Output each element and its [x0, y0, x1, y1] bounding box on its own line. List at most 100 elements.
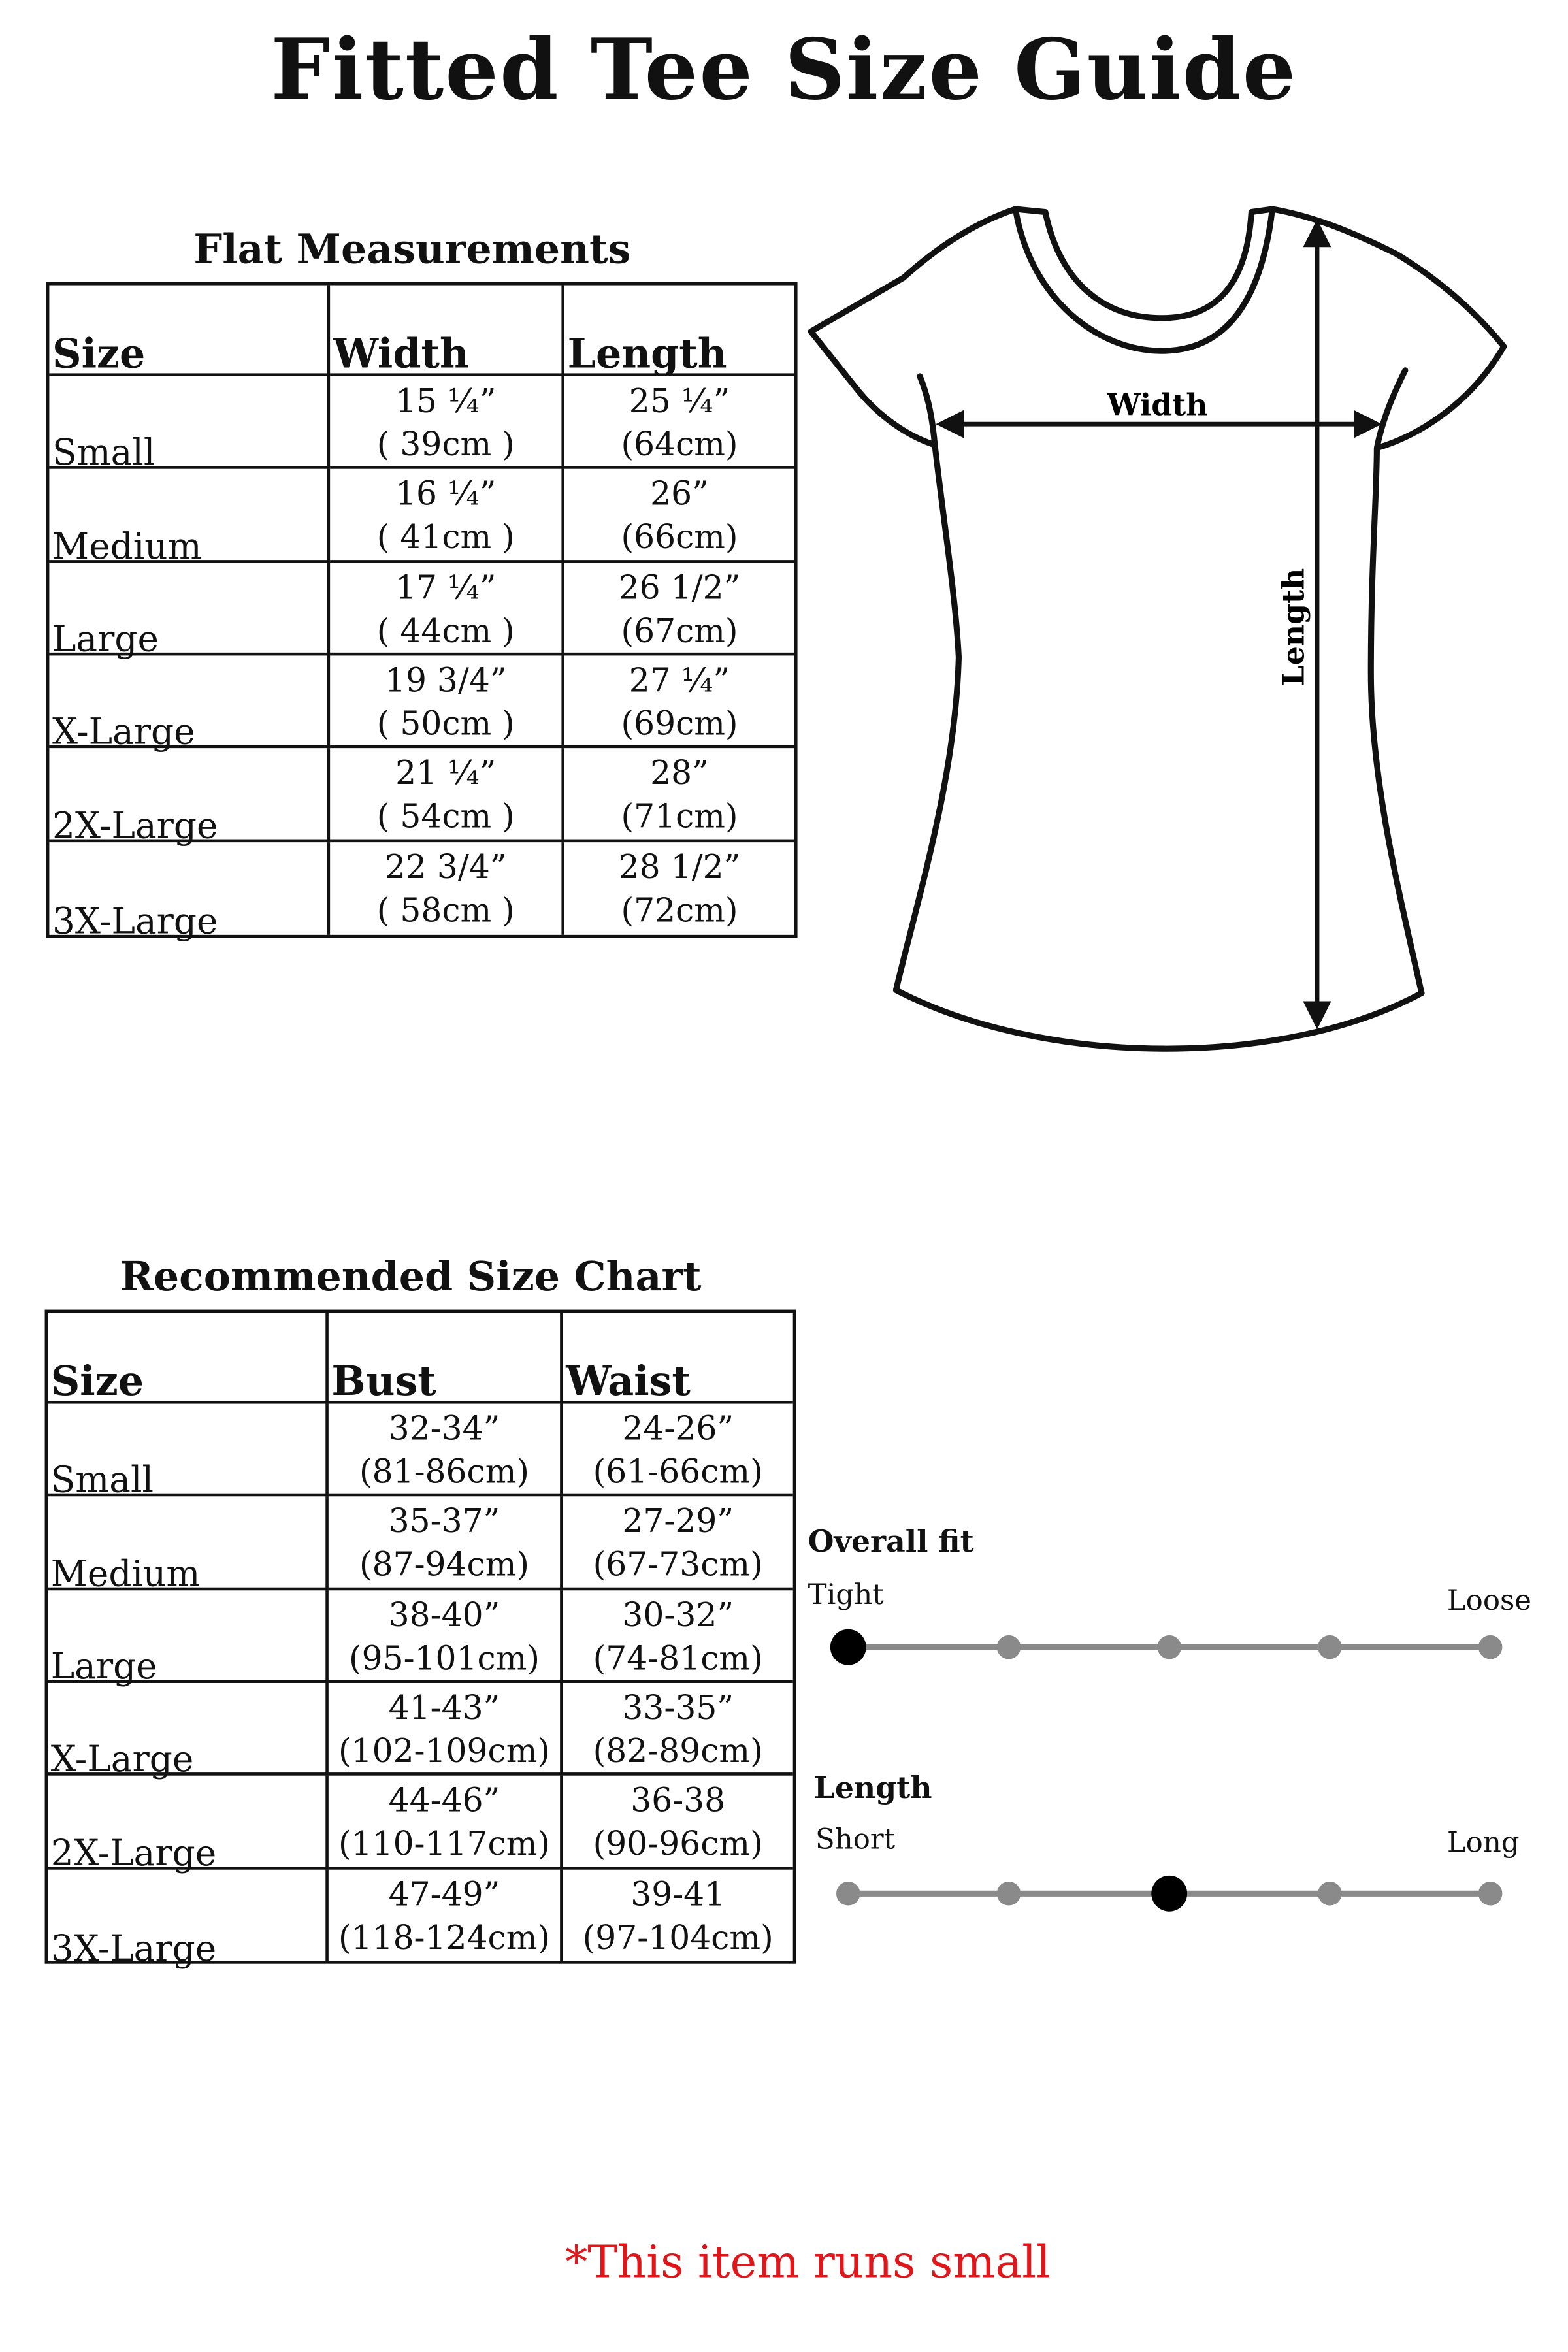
- scale-dot: [1157, 1635, 1181, 1659]
- long-label: Long: [1446, 1826, 1520, 1859]
- size-label: Medium: [52, 525, 202, 567]
- imperial-value: 27 ¼”: [629, 662, 730, 700]
- metric-value: (67cm): [621, 613, 738, 651]
- scale-dot-selected: [1151, 1875, 1188, 1912]
- table-cell: 24-26” (61-66cm): [563, 1404, 793, 1497]
- length-value: 26 1/2” (67cm): [564, 567, 794, 654]
- metric-value: (102-109cm): [338, 1733, 550, 1771]
- waist-value: 30-32” (74-81cm): [563, 1594, 793, 1681]
- table-cell: 35-37” (87-94cm): [328, 1497, 563, 1590]
- table-cell: 19 3/4” ( 50cm ): [330, 655, 564, 749]
- waist-value: 36-38 (90-96cm): [563, 1780, 793, 1867]
- imperial-value: 44-46”: [388, 1783, 500, 1821]
- size-label: 2X-Large: [50, 1831, 217, 1874]
- size-label: Medium: [50, 1552, 201, 1595]
- imperial-value: 33-35”: [622, 1690, 734, 1728]
- scale-dot-selected: [830, 1629, 866, 1665]
- metric-value: (61-66cm): [593, 1454, 763, 1492]
- imperial-value: 36-38: [630, 1783, 726, 1821]
- table-cell: 27-29” (67-73cm): [563, 1497, 793, 1590]
- column-header: Width: [330, 285, 564, 378]
- table-cell: 44-46” (110-117cm): [328, 1776, 563, 1869]
- metric-value: (71cm): [621, 799, 738, 837]
- imperial-value: 28 1/2”: [618, 849, 741, 887]
- arrow-head-down-icon: [1303, 1001, 1331, 1030]
- overall-fit-scale: [830, 1629, 1503, 1665]
- imperial-value: 26 1/2”: [618, 570, 741, 608]
- waist-value: 24-26” (61-66cm): [563, 1408, 793, 1495]
- metric-value: (72cm): [621, 892, 738, 930]
- table-cell: 28” (71cm): [564, 749, 794, 842]
- bust-value: 44-46” (110-117cm): [329, 1780, 560, 1867]
- table-cell: 41-43” (102-109cm): [328, 1682, 563, 1776]
- width-value: 17 ¼” ( 44cm ): [330, 567, 561, 654]
- metric-value: (95-101cm): [348, 1641, 540, 1678]
- table-cell: Medium: [48, 1497, 329, 1594]
- length-label: Length: [1275, 568, 1311, 687]
- table-cell: 33-35” (82-89cm): [563, 1683, 793, 1776]
- tee-collar: [1012, 206, 1275, 354]
- width-value: 22 3/4” ( 58cm ): [330, 846, 561, 933]
- imperial-value: 28”: [650, 756, 709, 794]
- table-cell: Large: [48, 1590, 329, 1688]
- scale-dot: [996, 1881, 1021, 1906]
- column-header: Size: [49, 285, 331, 378]
- column-header: Size: [48, 1313, 329, 1405]
- table-cell: 27 ¼” (69cm): [564, 655, 794, 749]
- flat-measurements-heading: Flat Measurements: [193, 227, 631, 274]
- imperial-value: 17 ¼”: [395, 570, 497, 608]
- imperial-value: 35-37”: [388, 1504, 500, 1542]
- size-label: Large: [52, 618, 159, 661]
- metric-value: (81-86cm): [359, 1454, 530, 1492]
- metric-value: (66cm): [621, 520, 738, 558]
- size-label: Small: [50, 1459, 154, 1501]
- table-cell: X-Large: [49, 655, 331, 753]
- waist-value: 39-41 (97-104cm): [563, 1874, 793, 1961]
- imperial-value: 27-29”: [622, 1504, 734, 1542]
- waist-value: 33-35” (82-89cm): [563, 1688, 793, 1774]
- metric-value: (87-94cm): [359, 1547, 530, 1585]
- imperial-value: 32-34”: [388, 1411, 500, 1449]
- metric-value: (90-96cm): [593, 1827, 763, 1865]
- imperial-value: 25 ¼”: [629, 384, 730, 421]
- table-cell: Small: [48, 1403, 329, 1501]
- imperial-value: 30-32”: [622, 1597, 734, 1635]
- imperial-value: 15 ¼”: [395, 384, 497, 421]
- bust-value: 47-49” (118-124cm): [329, 1874, 560, 1961]
- length-value: 28” (71cm): [564, 753, 794, 840]
- tight-label: Tight: [808, 1578, 884, 1612]
- arrow-head-left-icon: [936, 410, 964, 438]
- length-value: 28 1/2” (72cm): [564, 846, 794, 933]
- size-label: Small: [52, 432, 155, 474]
- metric-value: (64cm): [621, 427, 738, 465]
- size-label: 2X-Large: [52, 804, 218, 847]
- table-cell: 26 1/2” (67cm): [564, 563, 794, 656]
- column-header-label: Size: [50, 1358, 144, 1405]
- column-header-label: Waist: [566, 1358, 691, 1405]
- imperial-value: 22 3/4”: [384, 849, 507, 887]
- column-header: Length: [564, 286, 794, 378]
- length-fit-scale: [836, 1875, 1503, 1912]
- waist-value: 27-29” (67-73cm): [563, 1501, 793, 1588]
- metric-value: ( 39cm ): [376, 427, 515, 465]
- loose-label: Loose: [1446, 1584, 1531, 1618]
- scale-dot: [1318, 1881, 1342, 1906]
- overall-fit-label: Overall fit: [808, 1523, 974, 1560]
- table-cell: 3X-Large: [48, 1869, 329, 1970]
- width-value: 15 ¼” ( 39cm ): [330, 381, 561, 468]
- metric-value: ( 50cm ): [376, 706, 515, 744]
- imperial-value: 41-43”: [388, 1690, 500, 1728]
- recommended-size-table: Size Bust Waist Small 32-34” (81-86cm) 24-26” (…: [44, 1309, 796, 1970]
- column-header-label: Size: [52, 331, 146, 378]
- table-cell: Medium: [49, 469, 331, 567]
- arrow-head-up-icon: [1303, 219, 1331, 248]
- metric-value: ( 58cm ): [376, 892, 515, 930]
- metric-value: (82-89cm): [593, 1733, 763, 1771]
- arrow-head-right-icon: [1353, 410, 1382, 438]
- table-cell: 28 1/2” (72cm): [564, 841, 794, 934]
- table-cell: 17 ¼” ( 44cm ): [330, 562, 564, 656]
- bust-value: 38-40” (95-101cm): [329, 1594, 560, 1681]
- table-cell: 2X-Large: [49, 748, 331, 846]
- scale-dot: [836, 1881, 860, 1906]
